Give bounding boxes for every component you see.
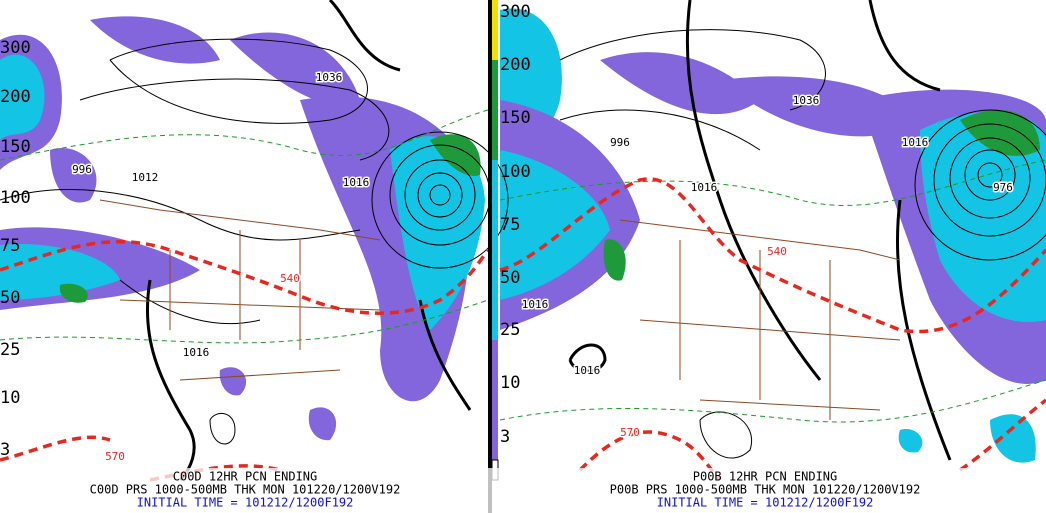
- scale-label: 100: [500, 162, 531, 182]
- footer-line: INITIAL TIME = 101212/1200F192: [657, 496, 874, 510]
- scale-label: 50: [0, 288, 20, 308]
- contour-label: 540: [767, 245, 787, 258]
- scale-label: 300: [0, 38, 31, 58]
- contour-label: 1016: [691, 181, 718, 194]
- footer-line: C00D PRS 1000-500MB THK MON 101220/1200V…: [90, 483, 401, 497]
- footer-bg: [0, 468, 1046, 513]
- contour-label: 1016: [522, 298, 549, 311]
- right-precip: [500, 8, 1046, 463]
- footer-line: P00B PRS 1000-500MB THK MON 101220/1200V…: [610, 483, 921, 497]
- scale-label: 200: [0, 87, 31, 107]
- contour-label: 1016: [902, 136, 929, 149]
- contour-label: 1016: [183, 346, 210, 359]
- scale-label: 150: [0, 137, 31, 157]
- footer-line: P00B 12HR PCN ENDING: [693, 470, 838, 484]
- contour-label: 570: [620, 426, 640, 439]
- footer-line: INITIAL TIME = 101212/1200F192: [137, 496, 354, 510]
- scale-label: 3: [0, 440, 10, 460]
- scale-label: 75: [0, 236, 20, 256]
- contour-label: 570: [105, 450, 125, 463]
- scale-label: 100: [0, 188, 31, 208]
- contour-label: 1016: [343, 176, 370, 189]
- scale-label: 200: [500, 55, 531, 75]
- contour-label: 1036: [316, 71, 343, 84]
- contour-label: 1016: [574, 364, 601, 377]
- scale-label: 25: [500, 320, 520, 340]
- scale-label: 3: [500, 427, 510, 447]
- footer-line: C00D 12HR PCN ENDING: [173, 470, 318, 484]
- scale-label: 25: [0, 340, 20, 360]
- scale-label: 10: [0, 388, 20, 408]
- borders: [99, 199, 901, 420]
- contour-label: 976: [993, 181, 1013, 194]
- contour-label: 1012: [132, 171, 159, 184]
- scale-label: 150: [500, 108, 531, 128]
- scale-label: 10: [500, 373, 520, 393]
- contour-label: 540: [280, 272, 300, 285]
- color-bar: [488, 0, 499, 513]
- contour-label: 996: [610, 136, 630, 149]
- scale-label: 300: [500, 2, 531, 22]
- contour-label: 996: [72, 163, 92, 176]
- isobars: [0, 0, 1046, 482]
- contour-label: 1036: [793, 94, 820, 107]
- scale-label: 75: [500, 215, 520, 235]
- scale-label: 50: [500, 268, 520, 288]
